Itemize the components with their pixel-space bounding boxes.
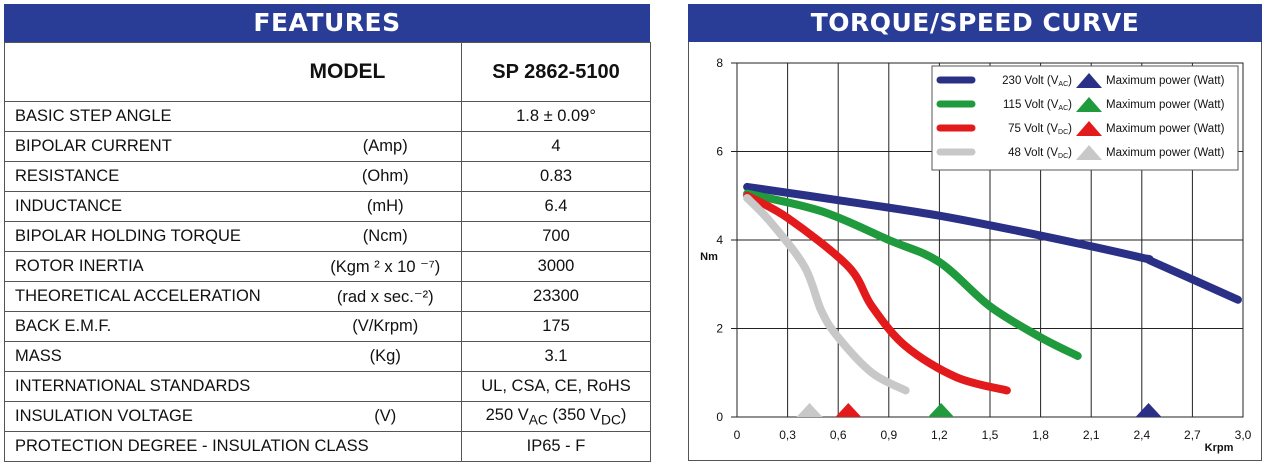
series-line-1 — [743, 189, 1082, 360]
row-label: INSULATION VOLTAGE — [4, 401, 310, 432]
series-line-0 — [743, 182, 1242, 304]
row-value: 700 — [461, 221, 651, 252]
x-tick-label: 2,1 — [1083, 428, 1100, 442]
legend-label-2: 75 Volt (VDC) — [1008, 123, 1072, 136]
row-value: 1.8 ± 0.09° — [461, 101, 651, 132]
row-label: BIPOLAR HOLDING TORQUE — [4, 221, 310, 252]
row-value: 3000 — [461, 251, 651, 282]
x-tick-label: 2,4 — [1133, 428, 1150, 442]
row-label: INTERNATIONAL STANDARDS — [4, 371, 462, 402]
row-label: INDUCTANCE — [4, 191, 310, 222]
x-tick-label: 0,3 — [779, 428, 796, 442]
legend-marker-2 — [1076, 121, 1102, 136]
features-panel: FEATURES MODEL SP 2862-5100 BASIC STEP A… — [4, 4, 651, 462]
chart-area: 0 0,3 0,6 0,9 1,2 1,5 1,8 2,1 2,4 2,7 3,0 0 2 4 6 8 Nm Kr… — [688, 42, 1262, 461]
row-label: RESISTANCE — [4, 161, 310, 192]
max-power-marker-1 — [928, 403, 955, 417]
y-tick-label: 2 — [716, 322, 723, 336]
series-line-2 — [743, 191, 1011, 395]
row-value: 0.83 — [461, 161, 651, 192]
table-row: BIPOLAR HOLDING TORQUE (Ncm) 700 — [4, 221, 651, 252]
table-row: INDUCTANCE (mH) 6.4 — [4, 191, 651, 222]
table-row: PROTECTION DEGREE - INSULATION CLASS IP65… — [4, 431, 651, 462]
plot-frame — [736, 62, 1244, 418]
row-unit: (Amp) — [309, 131, 462, 162]
x-tick-label: 1,5 — [982, 428, 999, 442]
x-axis-label: Krpm — [1205, 442, 1234, 454]
legend-label-0: 230 Volt (VAC) — [1002, 75, 1072, 88]
table-row: BASIC STEP ANGLE 1.8 ± 0.09° — [4, 101, 651, 132]
table-row: INTERNATIONAL STANDARDS UL, CSA, CE, RoHS — [4, 371, 651, 402]
x-tick-label: 3,0 — [1235, 428, 1252, 442]
table-row: BACK E.M.F. (V/Krpm) 175 — [4, 311, 651, 342]
row-unit: (Kg) — [309, 341, 462, 372]
legend-max-power-3: Maximum power (Watt) — [1106, 147, 1225, 159]
max-power-marker-3 — [796, 403, 823, 417]
y-axis-label: Nm — [700, 251, 718, 263]
legend-max-power-0: Maximum power (Watt) — [1106, 75, 1225, 87]
features-table: MODEL SP 2862-5100 BASIC STEP ANGLE 1.8 ±… — [4, 42, 651, 462]
legend-marker-3 — [1076, 145, 1102, 160]
x-tick-label: 1,8 — [1032, 428, 1049, 442]
row-unit: (Ohm) — [309, 161, 462, 192]
row-value: UL, CSA, CE, RoHS — [461, 371, 651, 402]
row-label: BASIC STEP ANGLE — [4, 101, 462, 132]
table-row: THEORETICAL ACCELERATION (rad x sec.⁻²) 23… — [4, 281, 651, 312]
model-header: MODEL — [309, 42, 462, 102]
row-value: 6.4 — [461, 191, 651, 222]
x-tick-label: 2,7 — [1184, 428, 1201, 442]
row-label: PROTECTION DEGREE - INSULATION CLASS — [4, 431, 462, 462]
legend-max-power-1: Maximum power (Watt) — [1106, 99, 1225, 111]
model-value: SP 2862-5100 — [461, 42, 651, 102]
row-value: 23300 — [461, 281, 651, 312]
row-unit: (V/Krpm) — [309, 311, 462, 342]
y-tick-label: 4 — [716, 233, 723, 247]
y-tick-label: 0 — [716, 410, 723, 424]
x-tick-label: 0,6 — [830, 428, 847, 442]
row-unit: (mH) — [309, 191, 462, 222]
row-value: IP65 - F — [461, 431, 651, 462]
row-label: MASS — [4, 341, 310, 372]
y-tick-label: 6 — [716, 145, 723, 159]
table-row: BIPOLAR CURRENT (Amp) 4 — [4, 131, 651, 162]
torque-speed-chart: 0 0,3 0,6 0,9 1,2 1,5 1,8 2,1 2,4 2,7 3,0 0 2 4 6 8 Nm Kr… — [700, 56, 1252, 454]
row-label: BIPOLAR CURRENT — [4, 131, 310, 162]
row-label: ROTOR INERTIA — [4, 251, 310, 282]
series-line-3 — [743, 193, 910, 395]
row-unit: (V) — [309, 401, 462, 432]
x-tick-label: 0,9 — [880, 428, 897, 442]
row-unit: (rad x sec.⁻²) — [309, 281, 462, 312]
row-label: BACK E.M.F. — [4, 311, 310, 342]
legend-marker-1 — [1076, 97, 1102, 112]
legend-label-1: 115 Volt (VAC) — [1003, 99, 1072, 112]
y-tick-label: 8 — [716, 56, 723, 70]
table-row: ROTOR INERTIA (Kgm ² x 10 ⁻⁷) 3000 — [4, 251, 651, 282]
x-tick-label: 1,2 — [931, 428, 948, 442]
torque-speed-panel: TORQUE/SPEED CURVE 0 0,3 0,6 0,9 1,2 1,5 1,8 2,… — [688, 4, 1262, 462]
row-unit: (Ncm) — [309, 221, 462, 252]
row-value: 4 — [461, 131, 651, 162]
max-power-marker-2 — [835, 403, 862, 417]
chart-title: TORQUE/SPEED CURVE — [688, 4, 1262, 42]
x-tick-label: 0 — [734, 428, 741, 442]
table-row: MASS (Kg) 3.1 — [4, 341, 651, 372]
legend-label-3: 48 Volt (VDC) — [1008, 147, 1072, 160]
max-power-marker-0 — [1135, 403, 1162, 417]
legend-max-power-2: Maximum power (Watt) — [1106, 123, 1225, 135]
table-row: INSULATION VOLTAGE (V) 250 VAC (350 VDC) — [4, 401, 651, 432]
legend-marker-0 — [1076, 73, 1102, 88]
features-title: FEATURES — [4, 4, 650, 42]
row-value: 3.1 — [461, 341, 651, 372]
row-value: 250 VAC (350 VDC) — [461, 401, 651, 432]
row-unit: (Kgm ² x 10 ⁻⁷) — [309, 251, 462, 282]
table-row: RESISTANCE (Ohm) 0.83 — [4, 161, 651, 192]
row-value: 175 — [461, 311, 651, 342]
table-header-row: MODEL SP 2862-5100 — [4, 42, 651, 102]
row-label: THEORETICAL ACCELERATION — [4, 281, 310, 312]
